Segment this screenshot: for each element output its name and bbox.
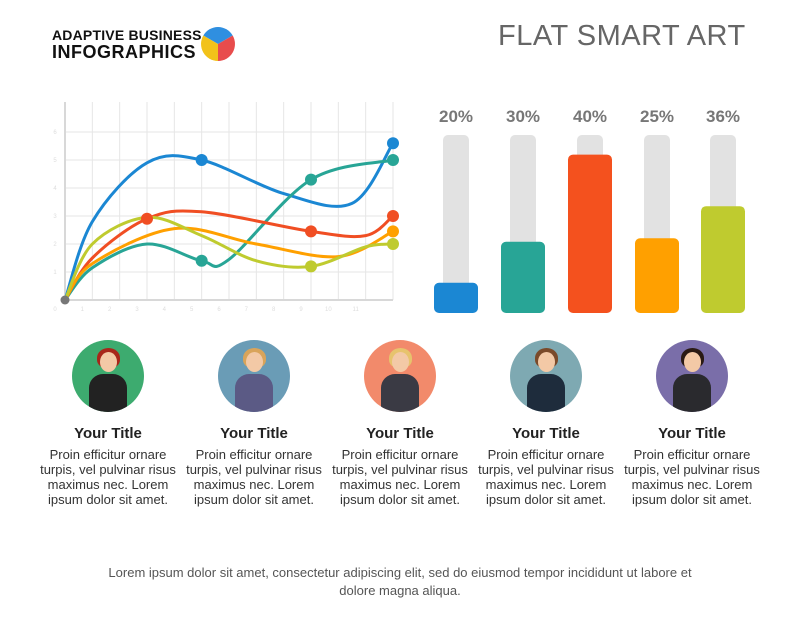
- x-tick-label: 0: [53, 307, 57, 313]
- y-tick-label: 1: [53, 270, 57, 276]
- card-title: Your Title: [366, 425, 434, 442]
- x-tick-label: 4: [163, 307, 167, 313]
- data-point-marker: [305, 173, 317, 186]
- x-tick-label: 2: [108, 307, 112, 313]
- x-tick-label: 10: [325, 307, 332, 313]
- bar-fill: [501, 241, 545, 313]
- origin-marker: [60, 295, 70, 305]
- bar-value-label: 20%: [439, 107, 473, 126]
- x-tick-label: 11: [353, 307, 360, 313]
- bar-fill: [568, 154, 612, 313]
- avatar-body: [673, 374, 711, 412]
- y-tick-label: 5: [53, 158, 57, 164]
- x-tick-label: 1: [81, 307, 85, 313]
- series-line-4: [63, 215, 395, 302]
- x-tick-label: 7: [245, 307, 249, 313]
- profile-card: Your Title Proin efficitur ornare turpis…: [473, 333, 619, 507]
- logo-slice-yellow: [201, 35, 218, 61]
- x-tick-label: 8: [272, 307, 276, 313]
- avatar-face: [538, 352, 555, 372]
- profile-card: Your Title Proin efficitur ornare turpis…: [619, 333, 765, 507]
- avatar: [656, 340, 728, 412]
- data-point-marker: [387, 210, 399, 222]
- bar-value-label: 30%: [506, 107, 540, 126]
- card-title: Your Title: [220, 425, 288, 442]
- x-tick-label: 9: [299, 307, 303, 313]
- bar-value-label: 36%: [706, 107, 740, 126]
- brand-line2: INFOGRAPHICS: [52, 42, 197, 62]
- bar-fill: [434, 282, 478, 313]
- y-tick-label: 6: [53, 130, 57, 136]
- data-point-marker: [305, 225, 317, 238]
- data-point-marker: [387, 238, 399, 250]
- x-tick-label: 5: [190, 307, 194, 313]
- pie-logo-icon: [201, 27, 235, 61]
- data-point-marker: [195, 254, 208, 267]
- data-point-marker: [387, 137, 399, 150]
- data-point-marker: [141, 212, 153, 225]
- avatar-body: [89, 374, 127, 412]
- card-title: Your Title: [658, 425, 726, 442]
- data-point-marker: [305, 260, 317, 273]
- avatar-body: [235, 374, 273, 412]
- bar-value-label: 25%: [640, 107, 674, 126]
- y-tick-label: 2: [53, 242, 57, 248]
- card-text: Proin efficitur ornare turpis, vel pulvi…: [186, 447, 322, 507]
- profile-card: Your Title Proin efficitur ornare turpis…: [35, 333, 181, 507]
- avatar-face: [246, 352, 263, 372]
- x-tick-label: 3: [135, 307, 139, 313]
- card-text: Proin efficitur ornare turpis, vel pulvi…: [478, 447, 614, 507]
- data-point-marker: [387, 154, 399, 166]
- card-title: Your Title: [512, 425, 580, 442]
- y-tick-label: 3: [53, 214, 57, 220]
- avatar: [72, 340, 144, 412]
- avatar-face: [100, 352, 117, 372]
- bar-fill: [635, 238, 679, 313]
- avatar: [364, 340, 436, 412]
- bar-value-label: 40%: [573, 107, 607, 126]
- logo-slice-blue: [203, 27, 233, 44]
- profile-card: Your Title Proin efficitur ornare turpis…: [181, 333, 327, 507]
- avatar: [510, 340, 582, 412]
- data-point-marker: [387, 225, 399, 238]
- brand-line1: ADAPTIVE BUSINESS: [52, 27, 202, 43]
- x-tick-label: 6: [217, 307, 221, 313]
- y-tick-label: 4: [53, 186, 57, 192]
- card-title: Your Title: [74, 425, 142, 442]
- card-text: Proin efficitur ornare turpis, vel pulvi…: [40, 447, 176, 507]
- footer-text: Lorem ipsum dolor sit amet, consectetur …: [108, 565, 692, 598]
- series-line-2: [63, 209, 395, 302]
- brand: ADAPTIVE BUSINESS INFOGRAPHICS: [52, 27, 202, 61]
- page-title: FLAT SMART ART: [498, 20, 746, 52]
- profile-card: Your Title Proin efficitur ornare turpis…: [327, 333, 473, 507]
- avatar-face: [392, 352, 409, 372]
- avatar: [218, 340, 290, 412]
- card-text: Proin efficitur ornare turpis, vel pulvi…: [332, 447, 468, 507]
- avatar-face: [684, 352, 701, 372]
- bar-chart: 20% 30% 40% 25% 36%: [434, 107, 745, 313]
- avatar-body: [527, 374, 565, 412]
- bar-track: [443, 135, 469, 313]
- bar-fill: [701, 206, 745, 313]
- card-text: Proin efficitur ornare turpis, vel pulvi…: [624, 447, 760, 507]
- data-point-marker: [195, 154, 208, 166]
- avatar-body: [381, 374, 419, 412]
- logo-slice-red: [218, 35, 235, 61]
